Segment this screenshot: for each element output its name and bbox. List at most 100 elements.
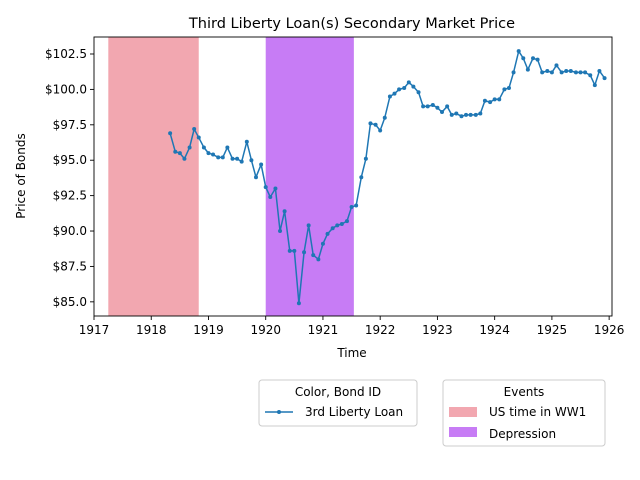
y-axis: $85.0 $87.5 $90.0 $92.5 $95.0 $97.5 $100.0 $102… — [45, 47, 94, 309]
plot-area — [93, 36, 613, 317]
data-point — [368, 121, 373, 126]
chart-title: Third Liberty Loan(s) Secondary Market P… — [188, 16, 515, 32]
x-tick-label: 1922 — [365, 323, 396, 337]
data-point — [225, 145, 230, 150]
data-point — [311, 253, 316, 258]
y-tick-label: $85.0 — [53, 295, 87, 309]
data-point — [196, 135, 201, 140]
data-point — [187, 145, 192, 150]
data-point — [173, 149, 178, 154]
y-tick-label: $87.5 — [53, 259, 87, 273]
data-point — [335, 223, 340, 228]
data-point — [511, 70, 516, 75]
y-axis-label: Price of Bonds — [14, 133, 28, 219]
data-point — [282, 209, 287, 214]
x-tick-label: 1921 — [308, 323, 339, 337]
data-point — [545, 68, 550, 73]
series-legend-label: 3rd Liberty Loan — [305, 405, 403, 419]
data-point — [478, 111, 483, 116]
data-point — [253, 175, 258, 180]
series-lines — [169, 50, 606, 304]
events-legend-label-ww1: US time in WW1 — [489, 405, 586, 419]
data-point — [435, 105, 440, 110]
data-point — [440, 110, 445, 115]
data-point — [573, 70, 578, 75]
data-point — [502, 87, 507, 92]
data-point — [316, 257, 321, 262]
x-axis: 1917 1918 1919 1920 1921 1922 1923 1924 1925 1926 — [79, 316, 624, 337]
data-point — [425, 104, 430, 109]
x-tick-label: 1923 — [422, 323, 453, 337]
data-point — [192, 127, 197, 132]
x-tick-label: 1920 — [250, 323, 281, 337]
data-point — [516, 49, 521, 54]
data-point — [592, 83, 597, 88]
plot-frame — [93, 36, 613, 317]
data-point — [230, 156, 235, 161]
data-point — [363, 156, 368, 161]
y-tick-label: $95.0 — [53, 153, 87, 167]
data-point — [559, 70, 564, 75]
x-tick-label: 1925 — [537, 323, 568, 337]
data-point — [177, 151, 182, 156]
data-point — [354, 203, 359, 208]
data-point — [554, 63, 559, 68]
data-point — [249, 158, 254, 163]
events-legend-label-depression: Depression — [489, 427, 556, 441]
series-line-3rd-liberty-loan — [169, 50, 606, 304]
data-point — [454, 111, 459, 116]
data-point — [216, 155, 221, 160]
data-point — [549, 70, 554, 75]
data-point — [349, 204, 354, 209]
data-point — [583, 70, 588, 75]
data-point — [492, 97, 497, 102]
data-point — [373, 122, 378, 127]
data-point — [273, 186, 278, 191]
data-point — [302, 250, 307, 255]
data-point — [296, 301, 301, 306]
data-point — [411, 84, 416, 89]
data-point — [488, 100, 493, 105]
events-legend-box — [442, 379, 606, 447]
data-point — [473, 112, 478, 117]
y-tick-label: $100.0 — [45, 82, 87, 96]
data-point — [449, 112, 454, 117]
events-legend-title: Events — [504, 385, 545, 399]
data-point — [392, 91, 397, 96]
data-point — [182, 156, 187, 161]
series-points — [168, 49, 607, 306]
data-point — [459, 114, 464, 119]
data-point — [168, 131, 173, 136]
x-tick-label: 1917 — [79, 323, 110, 337]
y-tick-label: $97.5 — [53, 118, 87, 132]
series-legend-title: Color, Bond ID — [295, 385, 381, 399]
data-point — [602, 76, 607, 81]
data-point — [330, 226, 335, 231]
data-point — [397, 87, 402, 92]
data-point — [268, 195, 273, 200]
x-tick-label: 1924 — [479, 323, 510, 337]
data-point — [287, 248, 292, 253]
data-point — [206, 151, 211, 156]
data-point — [220, 155, 225, 160]
data-point — [339, 221, 344, 226]
data-point — [525, 67, 530, 72]
data-point — [320, 241, 325, 246]
data-point — [531, 56, 536, 61]
data-point — [578, 70, 583, 75]
data-point — [344, 219, 349, 224]
data-point — [540, 70, 545, 75]
data-point — [201, 145, 206, 150]
data-point — [421, 104, 426, 109]
x-axis-label: Time — [336, 346, 366, 360]
data-point — [564, 68, 569, 73]
data-point — [482, 98, 487, 103]
events-legend-swatch-ww1 — [449, 407, 477, 417]
events-legend: Events US time in WW1 Depression — [442, 379, 606, 447]
data-point — [497, 97, 502, 102]
y-tick-label: $90.0 — [53, 224, 87, 238]
data-point — [387, 94, 392, 99]
y-tick-label: $92.5 — [53, 189, 87, 203]
data-point — [292, 248, 297, 253]
